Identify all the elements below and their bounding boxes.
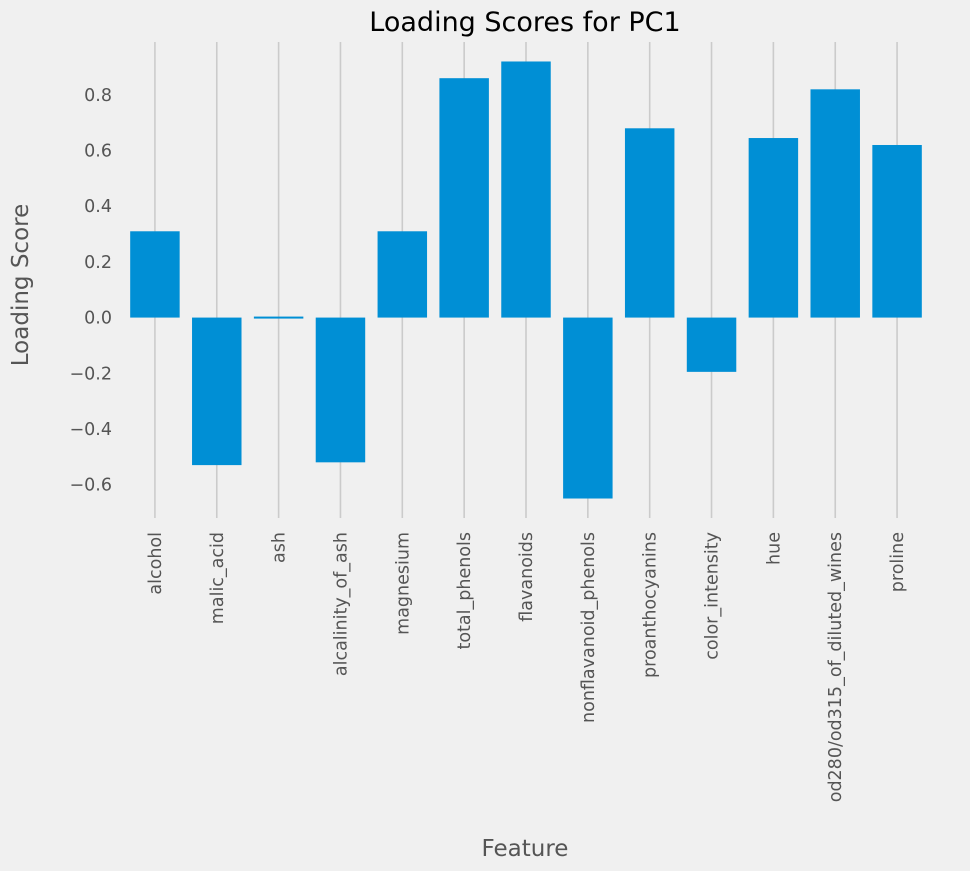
bar-proline: [872, 144, 922, 318]
bar-total-phenols: [439, 78, 489, 318]
x-axis-label: Feature: [482, 836, 569, 862]
x-tick-labels: alcohol malic_acid ash alcalinity_of_ash mag…: [146, 532, 908, 802]
y-tick-label: −0.4: [70, 420, 113, 440]
x-tick-label: total_phenols: [455, 532, 475, 650]
y-tick-labels: −0.6 −0.4 −0.2 0.0 0.2 0.4 0.6 0.8: [70, 86, 113, 496]
y-axis-label: Loading Score: [8, 204, 34, 366]
bar-ash: [253, 316, 304, 319]
bar-od280-od315-of-diluted-wines: [810, 89, 860, 318]
bar-color-intensity: [686, 317, 737, 372]
y-tick-label: 0.0: [84, 309, 112, 329]
x-tick-label: nonflavanoid_phenols: [579, 532, 599, 723]
bars: [130, 61, 922, 499]
x-tick-label: alcohol: [146, 532, 166, 595]
x-tick-label: ash: [270, 532, 290, 563]
x-tick-label: od280/od315_of_diluted_wines: [826, 532, 846, 802]
chart-title: Loading Scores for PC1: [369, 7, 680, 38]
y-tick-label: −0.2: [70, 364, 113, 384]
bar-flavanoids: [501, 61, 551, 318]
y-tick-label: 0.8: [84, 86, 112, 106]
x-tick-label: alcalinity_of_ash: [331, 532, 351, 676]
bar-proanthocyanins: [624, 128, 675, 318]
y-tick-label: 0.4: [84, 197, 112, 217]
bar-hue: [748, 138, 799, 318]
y-tick-label: 0.2: [84, 253, 112, 273]
bar-malic-acid: [192, 317, 242, 466]
bar-alcohol: [130, 231, 180, 318]
x-tick-label: flavanoids: [517, 532, 537, 622]
y-tick-label: 0.6: [84, 142, 112, 162]
bar-alcalinity-of-ash: [315, 317, 366, 463]
bar-magnesium: [377, 231, 428, 318]
x-tick-label: hue: [764, 532, 784, 565]
x-tick-label: proline: [888, 532, 908, 592]
y-tick-label: −0.6: [70, 476, 113, 496]
x-tick-label: proanthocyanins: [641, 532, 661, 678]
x-tick-label: malic_acid: [208, 532, 228, 624]
x-tick-label: color_intensity: [703, 532, 723, 660]
bar-nonflavanoid-phenols: [563, 317, 613, 499]
x-tick-label: magnesium: [393, 532, 413, 635]
